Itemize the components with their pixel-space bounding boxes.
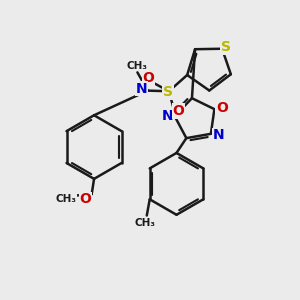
Text: O: O: [143, 71, 154, 85]
Text: O: O: [172, 104, 184, 118]
Text: O: O: [216, 101, 228, 115]
Text: CH₃: CH₃: [135, 218, 156, 228]
Text: N: N: [136, 82, 148, 96]
Text: S: S: [163, 85, 173, 99]
Text: N: N: [161, 109, 173, 123]
Text: S: S: [220, 40, 231, 54]
Text: CH₃: CH₃: [55, 194, 76, 204]
Text: N: N: [212, 128, 224, 142]
Text: O: O: [79, 193, 91, 206]
Text: CH₃: CH₃: [126, 61, 147, 71]
